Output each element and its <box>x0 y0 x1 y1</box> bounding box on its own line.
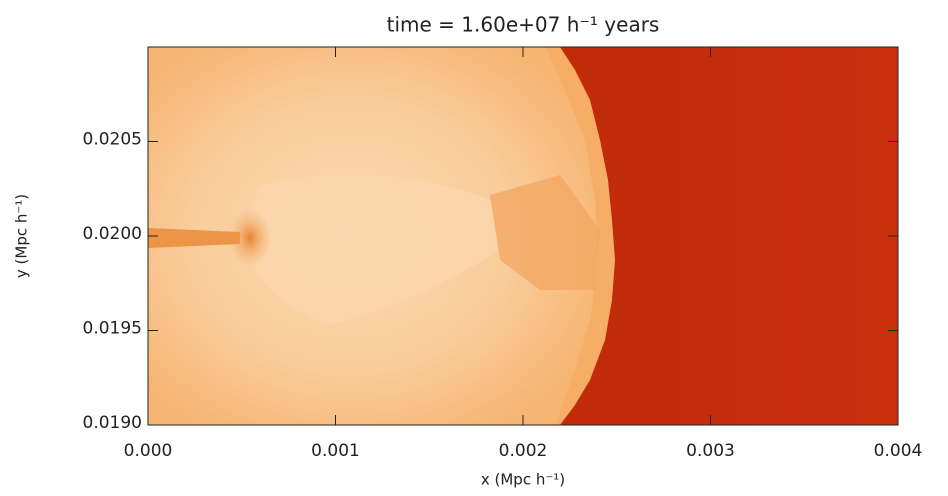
field-image <box>148 47 898 425</box>
y-axis-label: y (Mpc h⁻¹) <box>13 194 31 278</box>
x-tick-label: 0.003 <box>686 441 735 461</box>
chart-title: time = 1.60e+07 h⁻¹ years <box>387 13 660 37</box>
x-tick-label: 0.001 <box>311 441 360 461</box>
x-axis-label: x (Mpc h⁻¹) <box>481 471 565 489</box>
x-tick-label: 0.004 <box>874 441 923 461</box>
y-tick-label: 0.0195 <box>83 319 142 339</box>
y-tick-label: 0.0190 <box>83 413 142 433</box>
x-tick-label: 0.000 <box>124 441 173 461</box>
y-tick-label: 0.0205 <box>83 130 142 150</box>
x-tick-label: 0.002 <box>499 441 548 461</box>
y-tick-label: 0.0200 <box>83 224 142 244</box>
